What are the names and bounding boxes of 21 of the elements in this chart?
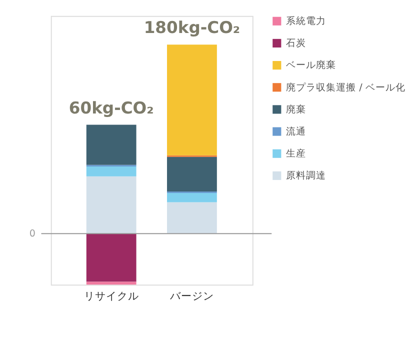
text: 180kg-CO₂ [144,18,240,38]
bar [167,156,217,192]
legend-label: 石炭 [286,37,306,50]
bar [167,202,217,234]
legend-label: 生産 [286,147,306,160]
legend-label: 流通 [286,125,306,138]
legend-label: 廃プラ収集運搬 / ベール化 [286,81,406,94]
bar [86,234,136,282]
bar [167,192,217,202]
bar [86,176,136,234]
legend-label: ベール廃棄 [286,59,336,72]
annotation: 60kg-CO₂ [68,98,154,118]
bar [86,166,136,176]
legend-label: 廃棄 [286,103,306,116]
x-tick-label: リサイクル [84,290,139,302]
legend-label: 原料調達 [286,170,326,182]
x-tick-label: バージン [168,290,214,302]
bar [86,124,136,165]
text: 0 [29,228,36,240]
bar [167,44,217,156]
legend-label: 系統電力 [286,15,326,28]
